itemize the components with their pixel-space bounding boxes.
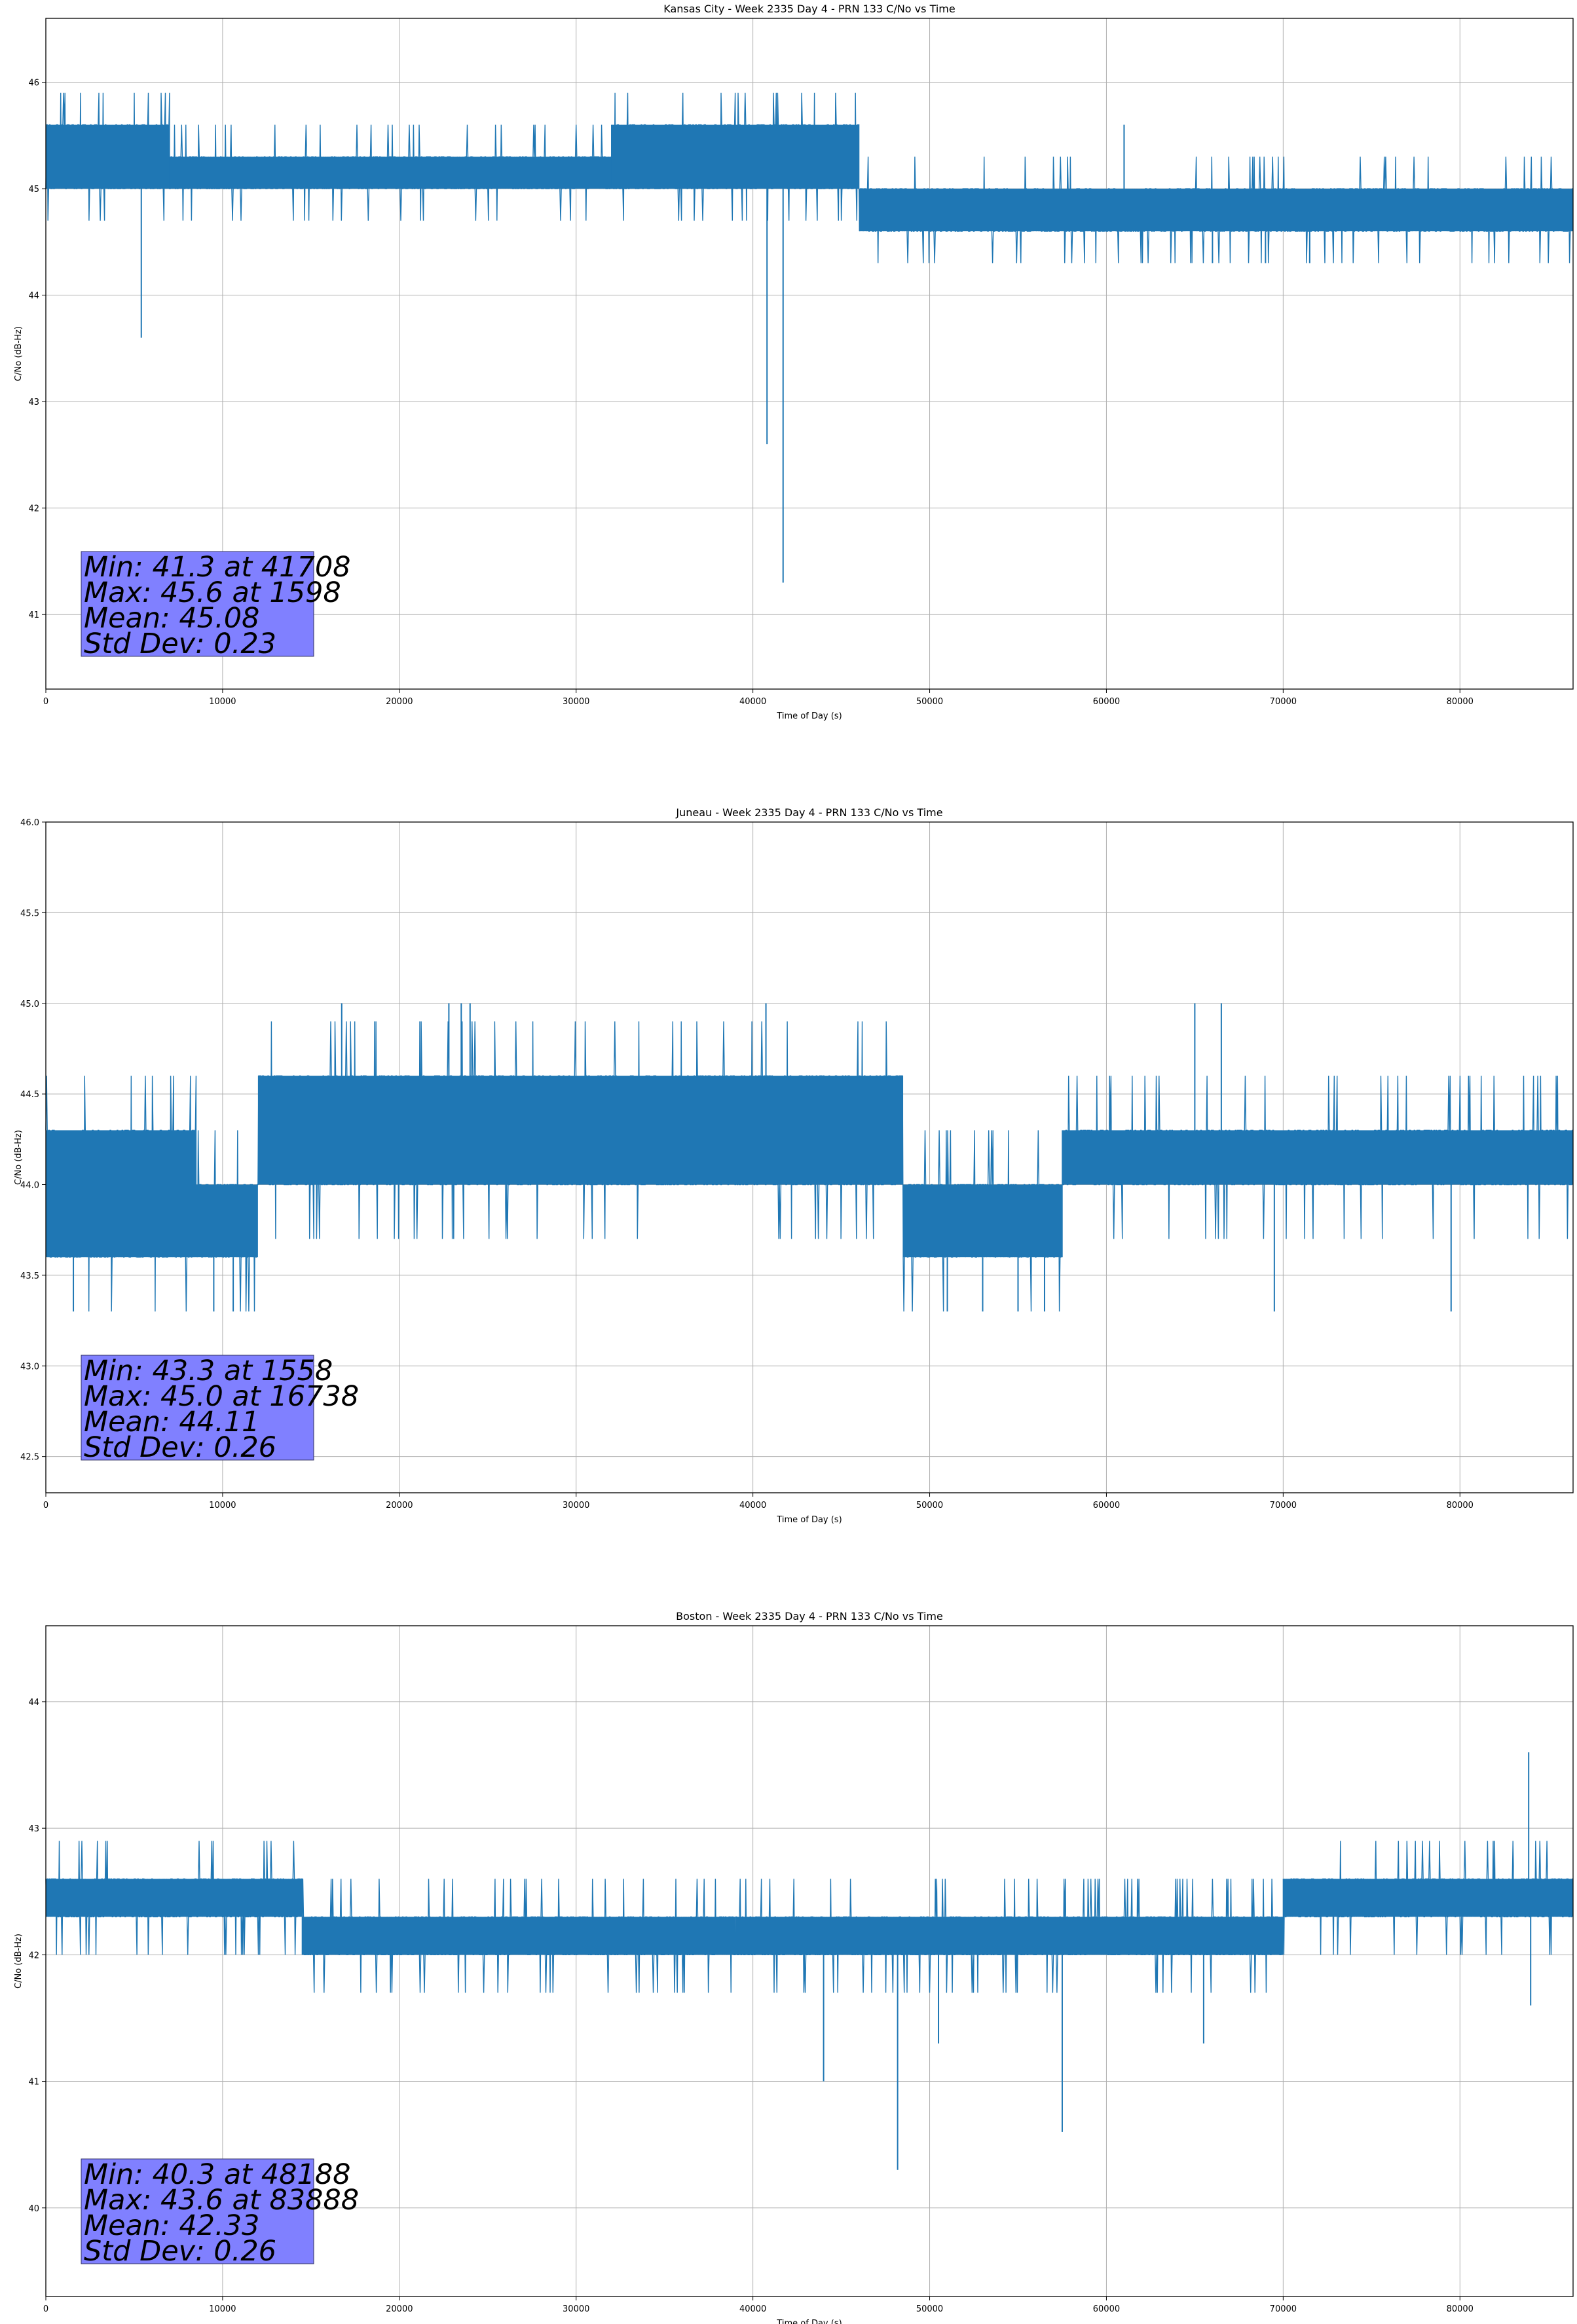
y-tick-label: 41	[28, 2078, 39, 2088]
stats-box	[81, 1355, 314, 1461]
stats-line: Mean: 42.33	[84, 2209, 259, 2242]
cno-band	[257, 1076, 904, 1185]
cno-band	[1283, 1879, 1573, 1917]
cno-band	[1062, 1130, 1573, 1185]
x-tick-label: 30000	[563, 697, 589, 707]
stats-line: Std Dev: 0.26	[84, 2235, 276, 2268]
x-tick-label: 50000	[916, 2304, 943, 2314]
y-tick-label: 42	[28, 504, 39, 514]
stats-box	[81, 551, 314, 657]
x-tick-label: 40000	[739, 697, 766, 707]
stats-line: Mean: 44.11	[84, 1406, 259, 1438]
stats-line: Std Dev: 0.26	[84, 1431, 276, 1464]
cno-band	[735, 1917, 1284, 1955]
x-tick-label: 80000	[1447, 2304, 1474, 2314]
y-tick-label: 45.0	[20, 1000, 39, 1009]
y-axis-label: C/No (dB-Hz)	[14, 1934, 24, 1989]
y-tick-label: 40	[28, 2204, 39, 2214]
x-tick-label: 80000	[1447, 697, 1474, 707]
y-tick-label: 42	[28, 1951, 39, 1960]
stats-line: Mean: 45.08	[84, 602, 259, 635]
chart-panel-3: 0 10000 20000 30000 40000 50000 60000 70000 8000…	[14, 1610, 1574, 2324]
x-tick-label: 0	[43, 1501, 48, 1510]
stats-box	[81, 2158, 314, 2264]
x-tick-label: 70000	[1270, 697, 1297, 707]
cno-band	[611, 124, 859, 189]
y-tick-label: 45	[28, 185, 39, 195]
y-tick-label: 43.5	[20, 1271, 39, 1281]
x-tick-label: 60000	[1093, 1501, 1120, 1510]
stats-line: Max: 45.6 at 1598	[84, 576, 341, 609]
stats-line: Max: 43.6 at 83888	[84, 2184, 359, 2217]
cno-band	[302, 1917, 735, 1955]
y-tick-label: 43.0	[20, 1362, 39, 1372]
y-tick-label: 43	[28, 1824, 39, 1834]
stats-line: Max: 45.0 at 16738	[84, 1380, 359, 1413]
x-axis-label: Time of Day (s)	[776, 1515, 842, 1525]
y-tick-label: 46.0	[20, 818, 39, 828]
chart-title: Boston - Week 2335 Day 4 - PRN 133 C/No …	[676, 1610, 943, 1622]
cno-band	[46, 124, 170, 189]
cno-band	[859, 189, 1573, 232]
x-tick-label: 20000	[386, 2304, 413, 2314]
stats-line: Min: 43.3 at 1558	[84, 1355, 333, 1387]
y-tick-label: 44.5	[20, 1090, 39, 1100]
x-tick-label: 40000	[739, 1501, 766, 1510]
x-tick-label: 30000	[563, 2304, 589, 2314]
x-tick-label: 50000	[916, 697, 943, 707]
y-tick-label: 44	[28, 291, 39, 301]
chart-title: Juneau - Week 2335 Day 4 - PRN 133 C/No …	[675, 806, 942, 819]
x-tick-label: 80000	[1447, 1501, 1474, 1510]
stats-line: Min: 40.3 at 48188	[84, 2158, 351, 2191]
chart-title: Kansas City - Week 2335 Day 4 - PRN 133 …	[663, 3, 955, 15]
x-tick-label: 0	[43, 2304, 48, 2314]
y-tick-label: 42.5	[20, 1453, 39, 1463]
y-tick-label: 45.5	[20, 909, 39, 918]
x-axis-label: Time of Day (s)	[776, 2319, 842, 2324]
cno-band	[169, 157, 612, 189]
plot-frame	[45, 18, 1574, 690]
x-tick-label: 10000	[209, 1501, 236, 1510]
cno-band	[46, 1879, 303, 1917]
plot-frame	[45, 821, 1574, 1493]
stats-line: Min: 41.3 at 41708	[84, 551, 351, 584]
y-tick-label: 44	[28, 1698, 39, 1708]
y-tick-label: 46	[28, 79, 39, 88]
x-tick-label: 20000	[386, 697, 413, 707]
y-axis-label: C/No (dB-Hz)	[14, 1130, 24, 1185]
x-tick-label: 40000	[739, 2304, 766, 2314]
plot-frame	[45, 1625, 1574, 2297]
x-tick-label: 10000	[209, 2304, 236, 2314]
chart-panel-1: 0 10000 20000 30000 40000 50000 60000 70000 8000…	[14, 3, 1574, 721]
x-tick-label: 60000	[1093, 697, 1120, 707]
x-tick-label: 20000	[386, 1501, 413, 1510]
x-tick-label: 70000	[1270, 2304, 1297, 2314]
x-tick-label: 60000	[1093, 2304, 1120, 2314]
y-tick-label: 41	[28, 610, 39, 620]
chart-panel-2: 0 10000 20000 30000 40000 50000 60000 70000 8000…	[14, 806, 1574, 1525]
x-tick-label: 0	[43, 697, 48, 707]
x-tick-label: 10000	[209, 697, 236, 707]
x-axis-label: Time of Day (s)	[776, 711, 842, 721]
cno-band	[903, 1184, 1062, 1258]
y-axis-label: C/No (dB-Hz)	[14, 326, 24, 381]
x-tick-label: 70000	[1270, 1501, 1297, 1510]
stats-line: Std Dev: 0.23	[84, 628, 276, 660]
x-tick-label: 50000	[916, 1501, 943, 1510]
cno-band	[196, 1184, 258, 1258]
y-tick-label: 44.0	[20, 1181, 39, 1191]
cno-band	[46, 1130, 196, 1258]
x-tick-label: 30000	[563, 1501, 589, 1510]
y-tick-label: 43	[28, 398, 39, 407]
